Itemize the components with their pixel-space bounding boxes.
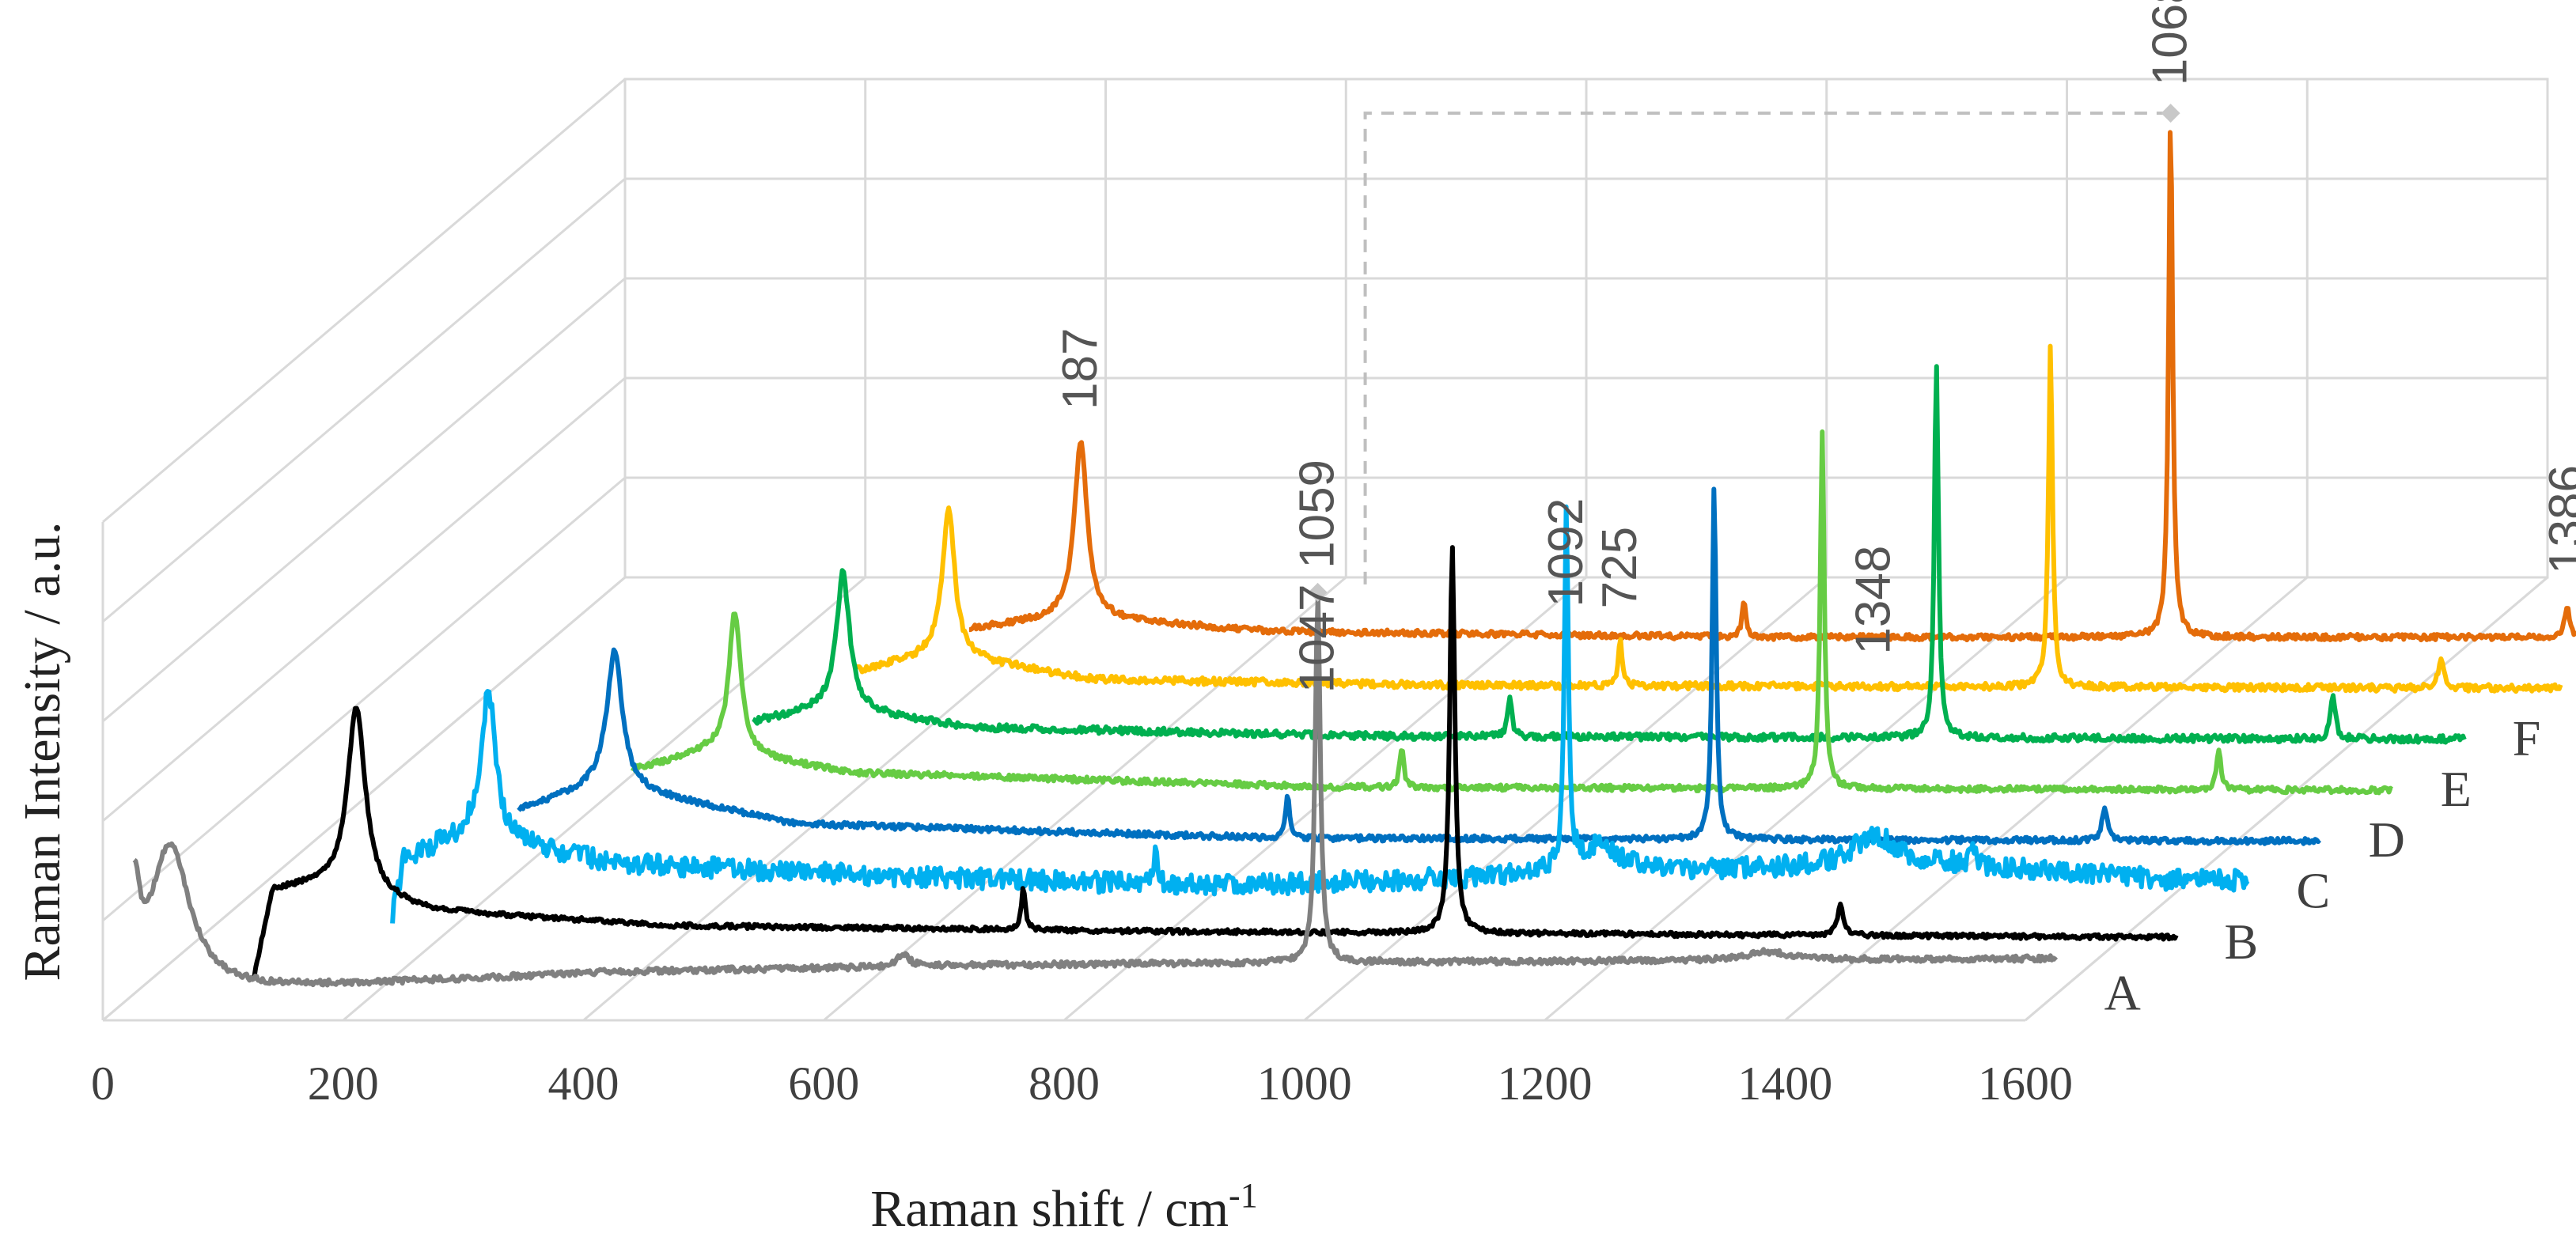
series-line-G	[852, 343, 2563, 694]
series-label-F: F	[2513, 709, 2541, 766]
floor-depth-grid	[1063, 576, 1587, 1022]
peak-annotation: 187	[1053, 328, 1108, 410]
floor-depth-grid	[1303, 576, 1828, 1022]
series-line-F	[752, 364, 2467, 745]
peak-label-1059: 1059	[1290, 460, 1345, 569]
side-wall-grid	[102, 376, 626, 823]
series-layer	[132, 130, 2576, 988]
peak-annotation: 1059	[1290, 460, 1345, 569]
x-tick-label: 800	[1029, 1057, 1100, 1110]
peak-marker-diamond	[2161, 104, 2180, 123]
peak-label-1386: 1386	[2540, 465, 2576, 574]
floor-depth-grid	[1784, 576, 2309, 1022]
floor-depth-grid	[342, 576, 866, 1022]
side-wall-grid	[102, 177, 626, 623]
peak-label-1068: 1068	[2143, 0, 2198, 85]
peak-label-1348: 1348	[1847, 546, 1901, 655]
floor-depth-grid	[582, 576, 1107, 1022]
series-label-B: B	[2224, 914, 2258, 970]
series-line-A	[132, 593, 2059, 988]
x-tick-label: 200	[308, 1057, 379, 1110]
side-wall-grid	[102, 476, 626, 922]
x-axis-title-text: Raman shift / cm	[870, 1180, 1229, 1237]
x-tick-label: 400	[548, 1057, 619, 1110]
peak-label-1047: 1047	[1290, 584, 1345, 693]
axis-layer: Raman shift / cm-1 Raman Intensity / a.u…	[13, 521, 1258, 1237]
side-wall-grid	[102, 277, 626, 723]
series-line-E	[631, 429, 2394, 796]
x-axis-title-superscript: -1	[1229, 1176, 1258, 1215]
series-line-H	[968, 130, 2576, 643]
floor-depth-grid	[823, 576, 1347, 1022]
series-line-D	[517, 486, 2322, 846]
series-label-E: E	[2441, 761, 2472, 817]
peak-marker-diamond	[1308, 582, 1328, 602]
side-wall-grid	[102, 78, 626, 524]
x-tick-label: 1600	[1978, 1057, 2073, 1110]
x-tick-label: 1000	[1257, 1057, 1352, 1110]
series-label-D: D	[2369, 811, 2405, 868]
peak-label-187: 187	[1053, 328, 1108, 410]
floor-depth-grid	[102, 576, 626, 1022]
x-tick-label: 0	[91, 1057, 115, 1110]
dashed-leader-line	[1363, 112, 2171, 584]
peak-annotation: 1047	[1290, 584, 1345, 693]
peak-label-1092: 1092	[1539, 498, 1593, 607]
peak-annotation: 1092	[1539, 498, 1593, 607]
x-tick-label: 1200	[1498, 1057, 1593, 1110]
x-axis-title: Raman shift / cm-1	[870, 1176, 1257, 1237]
floor-depth-grid	[2025, 576, 2548, 1022]
x-tick-label: 600	[788, 1057, 859, 1110]
label-layer: HGFEDCBA02004006008001000120014001600187…	[91, 0, 2576, 1110]
series-line-C	[390, 504, 2250, 924]
peak-annotation: 725	[1593, 527, 1647, 608]
peak-annotation: 1068	[2143, 0, 2198, 85]
grid-layer	[101, 78, 2549, 1022]
marker-layer	[1308, 104, 2180, 602]
y-axis-title: Raman Intensity / a.u.	[13, 521, 71, 981]
x-tick-label: 1400	[1737, 1057, 1832, 1110]
series-line-B	[252, 545, 2179, 978]
peak-label-725: 725	[1593, 527, 1647, 608]
series-label-A: A	[2104, 964, 2141, 1020]
floor-depth-grid	[1544, 576, 2068, 1022]
series-label-C: C	[2297, 863, 2331, 919]
peak-annotation: 1348	[1847, 546, 1901, 655]
peak-annotation: 1386	[2540, 465, 2576, 574]
